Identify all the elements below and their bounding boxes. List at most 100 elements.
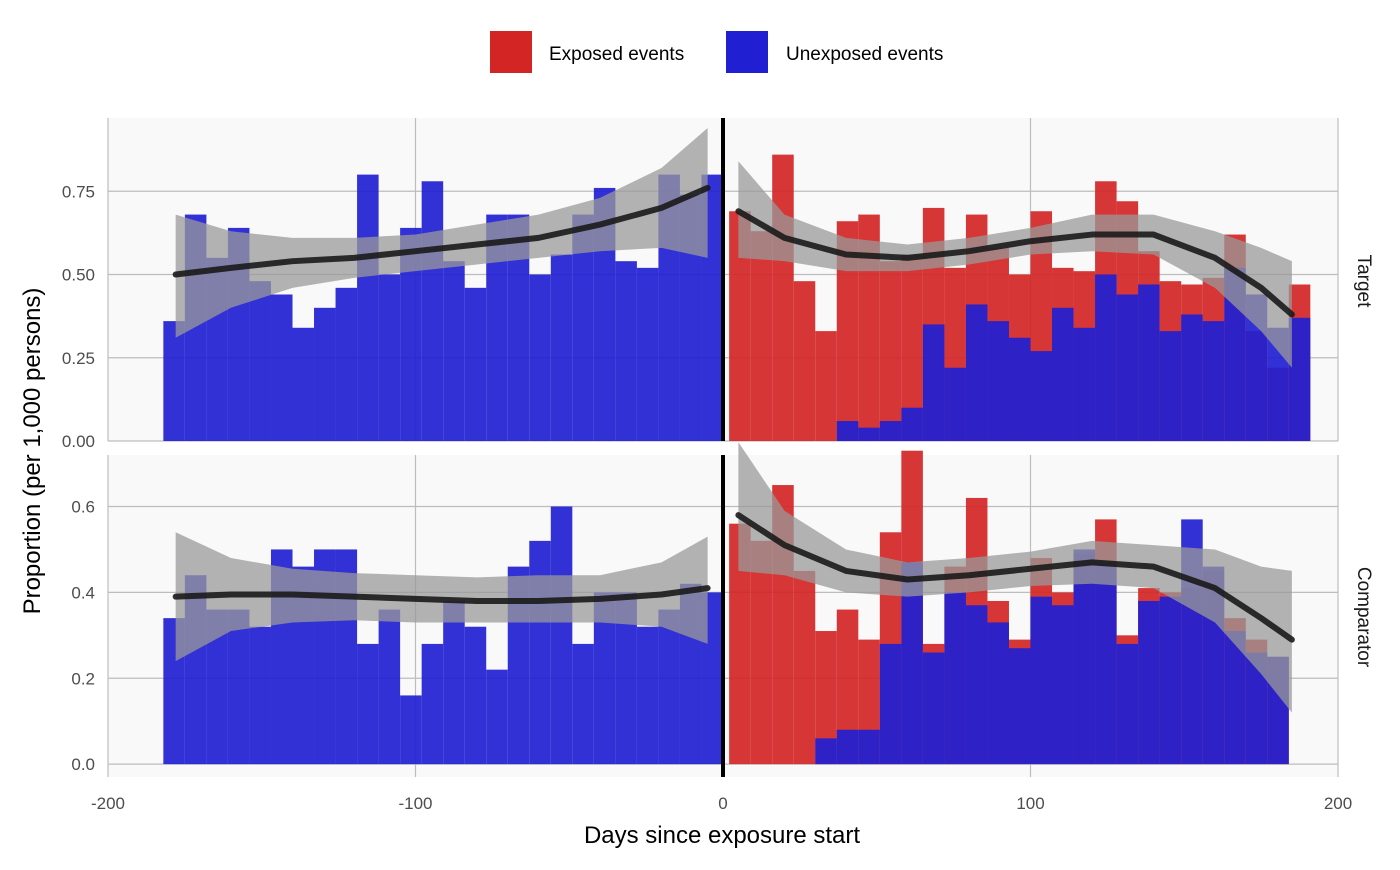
bar-post-unexposed <box>987 321 1009 441</box>
bar-pre-unexposed <box>550 506 573 765</box>
y-tick-label: 0.00 <box>62 432 95 451</box>
legend-label-unexposed: Unexposed events <box>786 44 943 65</box>
bar-post-exposed <box>815 331 837 441</box>
bar-post-exposed <box>901 254 923 441</box>
smooth-post-ribbon <box>738 161 1292 368</box>
bar-pre-unexposed <box>378 609 401 765</box>
smooth-post-line <box>735 208 1295 318</box>
bar-post-exposed <box>793 281 816 441</box>
bar-post-unexposed <box>879 643 902 765</box>
bar-post-unexposed <box>922 652 945 765</box>
bar-post-exposed <box>815 631 837 765</box>
bar-pre-unexposed <box>550 254 573 441</box>
bar-post-exposed <box>793 570 816 765</box>
bar-pre-unexposed <box>636 626 659 765</box>
bar-pre-unexposed <box>507 214 530 441</box>
bar-pre-unexposed <box>206 609 228 765</box>
x-axis: -200 -100 0 100 200 <box>91 794 1352 813</box>
bar-post-unexposed <box>1181 314 1203 441</box>
bar-post-unexposed <box>901 407 923 441</box>
bar-post-exposed <box>729 211 751 441</box>
bar-pre-unexposed <box>529 540 551 765</box>
bar-pre-unexposed <box>421 643 444 765</box>
bar-post-unexposed <box>1245 652 1268 765</box>
bar-pre-unexposed <box>572 214 594 441</box>
bar-post-unexposed <box>1116 294 1139 441</box>
x-tick-label: -100 <box>398 794 432 813</box>
bar-pre-unexposed <box>163 321 185 441</box>
bar-pre-unexposed <box>270 294 293 441</box>
bar-post-unexposed <box>858 427 880 441</box>
bar-post-unexposed <box>1073 549 1096 765</box>
bar-post-unexposed <box>1073 327 1096 441</box>
bar-pre-unexposed <box>357 643 379 765</box>
bar-pre-unexposed <box>421 181 444 441</box>
bar-pre-unexposed <box>486 669 508 765</box>
bar-post-unexposed <box>1288 317 1311 441</box>
bar-post-unexposed <box>1116 643 1139 765</box>
bar-post-exposed <box>836 609 859 765</box>
bar-post-unexposed <box>1159 331 1182 441</box>
x-tick-label: 0 <box>718 794 727 813</box>
bar-post-unexposed <box>901 562 923 765</box>
bar-post-unexposed <box>944 592 966 765</box>
bar-post-exposed <box>772 154 794 442</box>
bar-pre-unexposed <box>658 609 680 765</box>
smooth-post-line <box>735 512 1295 643</box>
x-tick-label: 200 <box>1324 794 1352 813</box>
bar-post-unexposed <box>1008 648 1031 765</box>
y-axis-title: Proportion (per 1,000 persons) <box>19 288 46 615</box>
strip-label-comparator: Comparator <box>1353 567 1374 668</box>
bar-pre-unexposed <box>636 267 659 441</box>
y-tick-label: 0.25 <box>62 349 95 368</box>
bar-pre-unexposed <box>572 643 594 765</box>
x-tick-label: 100 <box>1016 794 1044 813</box>
smooth-pre-line <box>172 184 711 278</box>
bar-post-exposed <box>750 231 773 441</box>
bar-post-unexposed <box>858 729 880 765</box>
smooth-post-ribbon <box>738 442 1292 713</box>
bar-pre-unexposed <box>314 307 336 441</box>
bar-pre-unexposed <box>227 609 250 765</box>
bar-post-exposed <box>750 540 773 765</box>
legend-swatch-unexposed <box>726 31 768 73</box>
bar-pre-unexposed <box>615 261 637 441</box>
bar-pre-unexposed <box>486 214 508 441</box>
y-tick-label: 0.75 <box>62 182 95 201</box>
bar-pre-unexposed <box>529 274 551 441</box>
bar-post-unexposed <box>1095 274 1117 441</box>
panel-comparator: 0.0 0.2 0.4 0.6 <box>71 442 1339 777</box>
bar-pre-unexposed <box>615 592 637 765</box>
bar-post-unexposed <box>879 421 902 441</box>
bar-pre-unexposed <box>679 194 702 441</box>
panel-target: 0.00 0.25 0.50 0.75 <box>62 118 1339 451</box>
bar-post-unexposed <box>987 622 1009 765</box>
bar-post-unexposed <box>1224 631 1246 765</box>
bar-post-unexposed <box>922 324 945 441</box>
bar-post-unexposed <box>1030 351 1053 441</box>
bar-post-unexposed <box>836 421 859 441</box>
bar-pre-unexposed <box>249 626 271 765</box>
bar-post-unexposed <box>815 738 837 765</box>
bar-pre-unexposed <box>443 600 465 765</box>
x-tick-label: -200 <box>91 794 125 813</box>
bar-post-exposed <box>729 523 751 765</box>
bar-post-unexposed <box>1138 600 1160 765</box>
y-tick-label: 0.4 <box>71 583 95 602</box>
smooth-pre-line <box>172 585 711 604</box>
bar-post-unexposed <box>1008 337 1031 441</box>
legend-label-exposed: Exposed events <box>549 44 684 65</box>
bar-pre-unexposed <box>335 287 358 441</box>
bar-pre-unexposed <box>464 626 487 765</box>
smooth-pre-ribbon <box>175 127 708 338</box>
y-tick-label: 0.2 <box>71 669 95 688</box>
bar-pre-unexposed <box>593 592 616 765</box>
bar-post-unexposed <box>1138 284 1160 441</box>
bar-pre-unexposed <box>464 287 487 441</box>
y-tick-label: 0.6 <box>71 498 95 517</box>
strip-label-target: Target <box>1353 255 1374 309</box>
bar-post-unexposed <box>1052 307 1074 441</box>
bar-post-unexposed <box>965 605 988 765</box>
bar-post-unexposed <box>836 729 859 765</box>
